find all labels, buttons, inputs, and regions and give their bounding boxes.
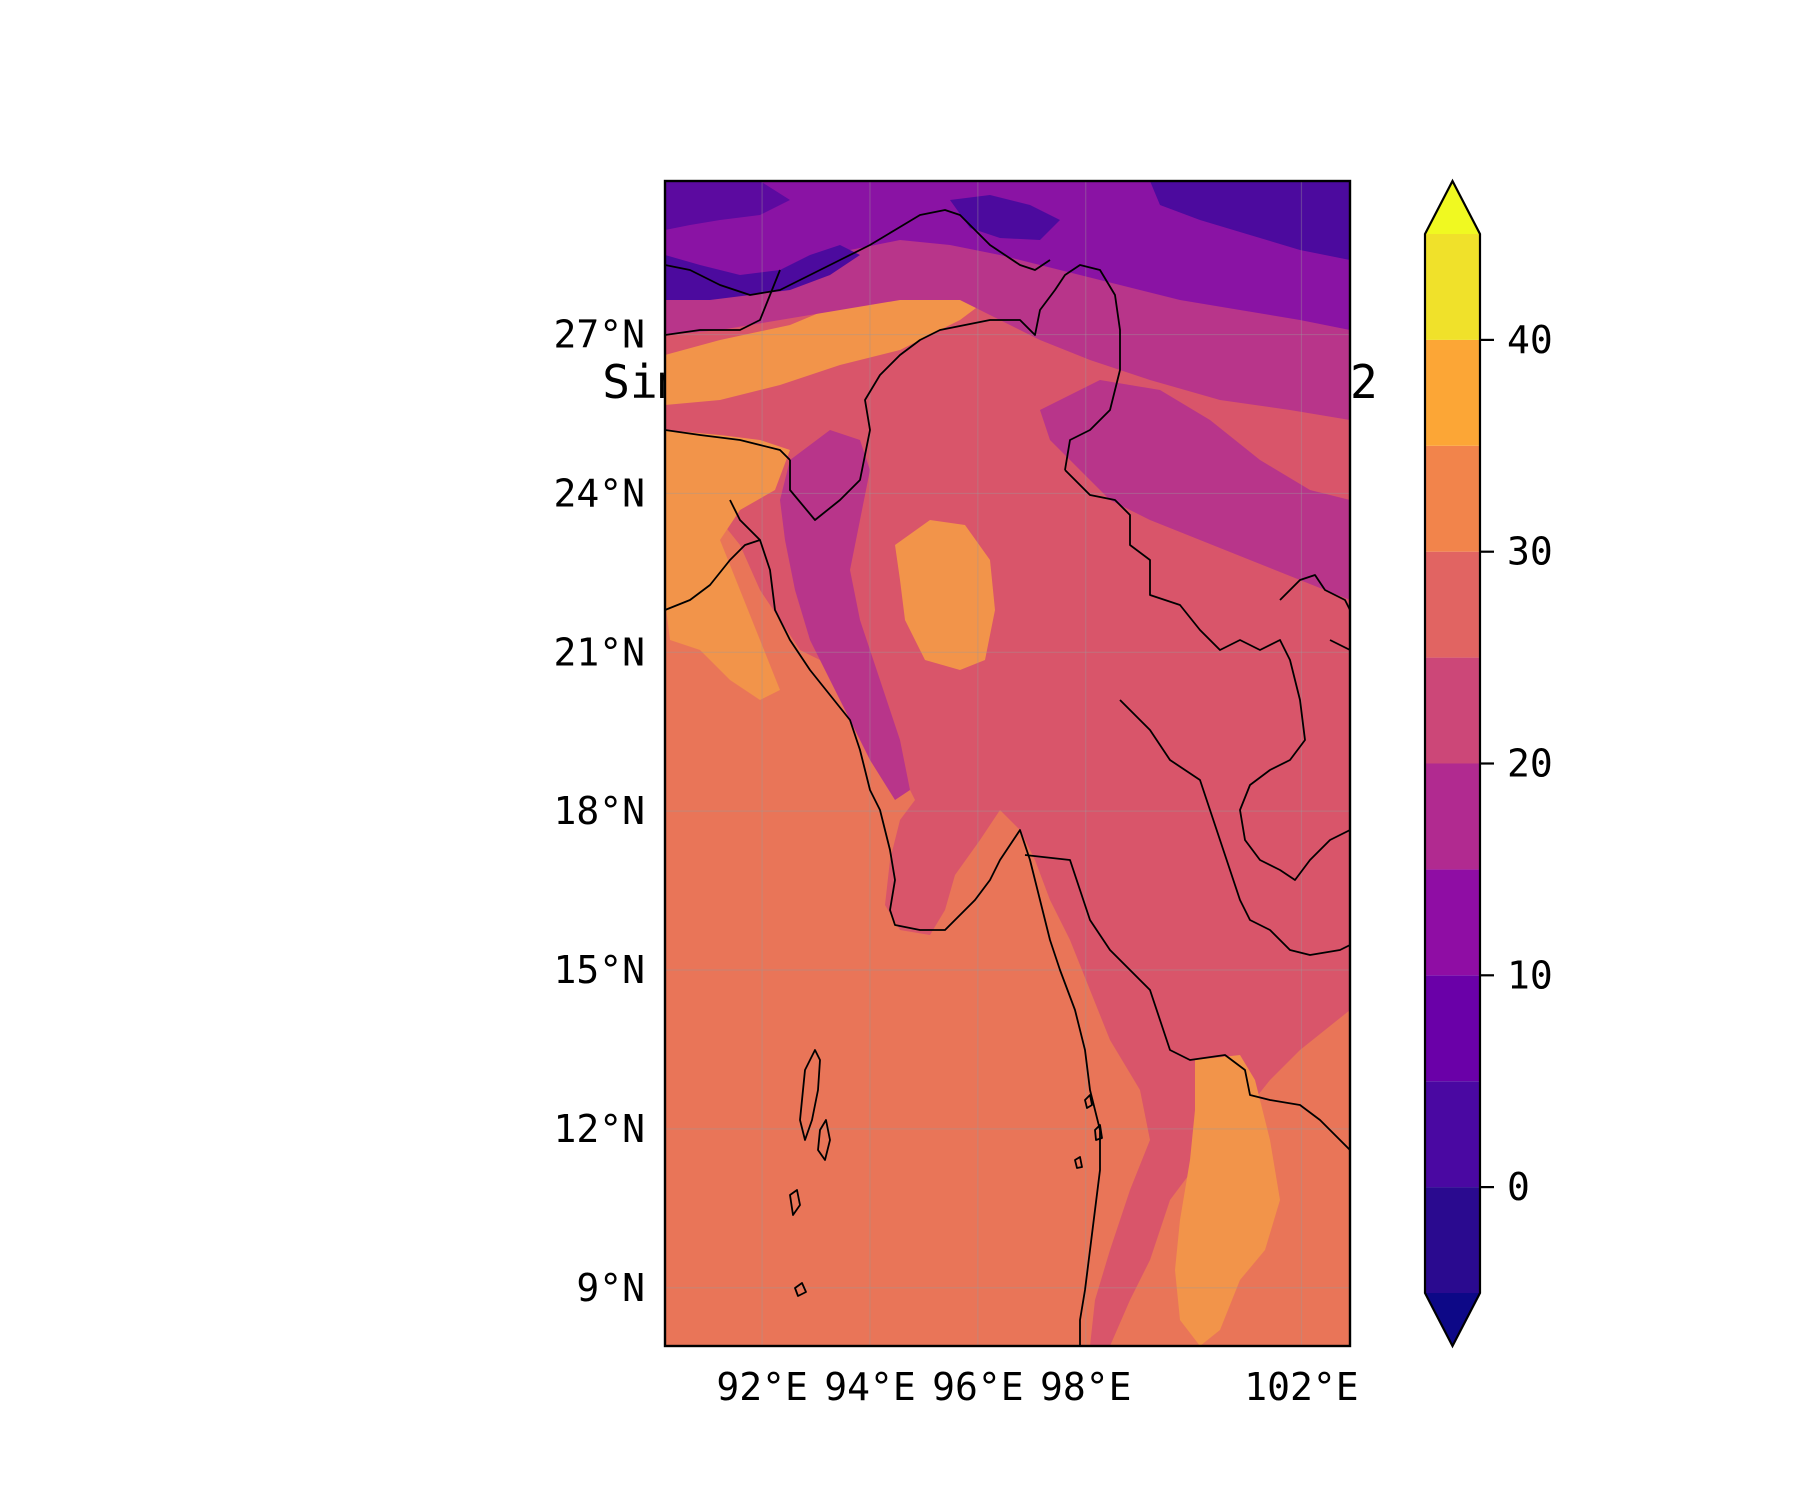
colorbar-segment — [1425, 551, 1480, 658]
thai-border — [1119, 699, 1350, 956]
lat-tick-label: 21°N — [553, 630, 645, 674]
lon-tick-label: 92°E — [716, 1365, 808, 1409]
lat-tick-label: 27°N — [553, 313, 645, 357]
lat-tick-label: 18°N — [553, 789, 645, 833]
myanmar-border-east — [1064, 469, 1350, 881]
china-border-north — [665, 209, 1051, 296]
gridlines — [665, 181, 1350, 1346]
cold-peaks-east — [950, 195, 1060, 240]
colorbar-segment — [1425, 234, 1480, 340]
lat-tick-label: 24°N — [553, 471, 645, 515]
colorbar-segment — [1425, 975, 1480, 1082]
coastlines-and-borders — [665, 209, 1350, 1346]
colorbar-segment — [1425, 763, 1480, 870]
temperature-field — [665, 181, 1350, 1346]
colorbar-segment — [1425, 869, 1480, 976]
colorbar-tick-label: 40 — [1507, 318, 1553, 362]
andaman-island-north — [799, 1049, 821, 1141]
lat-tick-label: 12°N — [553, 1107, 645, 1151]
colorbar-segment — [1425, 1187, 1480, 1293]
andaman-island-middle — [817, 1119, 831, 1161]
hot-zone-thailand — [1175, 1055, 1280, 1346]
hot-zone-bangladesh — [665, 430, 790, 700]
colorbar: 0 10 20 30 40 — [1423, 178, 1553, 1349]
nicobar-island — [794, 1282, 807, 1297]
mergui-islands — [1074, 1094, 1103, 1169]
laos-border — [1279, 574, 1350, 651]
myanmar-border-west — [789, 264, 1121, 521]
colorbar-outline — [1423, 178, 1482, 1349]
plot-frame — [663, 179, 1352, 1348]
colorbar-segment — [1425, 1081, 1480, 1188]
lat-tick-label: 9°N — [576, 1266, 645, 1310]
colorbar-tick-label: 10 — [1507, 953, 1553, 997]
lon-tick-label: 98°E — [1040, 1365, 1132, 1409]
cold-peaks-west — [665, 245, 860, 300]
colorbar-segment — [1425, 339, 1480, 446]
colorbar-extend-max — [1425, 181, 1480, 234]
tenasserim-border — [1024, 854, 1350, 1151]
colorbar-extend-min — [1425, 1293, 1480, 1346]
lon-tick-label: 102°E — [1244, 1365, 1358, 1409]
mountain-band-himalaya — [665, 181, 1350, 330]
cool-band-eastern-highlands — [1040, 380, 1350, 600]
myanmar-coast — [665, 539, 1101, 1346]
colorbar-segment — [1425, 657, 1480, 764]
cold-peaks-tibet — [1150, 181, 1350, 260]
colorbar-tick-label: 20 — [1507, 742, 1553, 786]
longitude-tick-labels: 92°E 94°E 96°E 98°E 102°E — [716, 1365, 1358, 1409]
colorbar-segment — [1425, 445, 1480, 552]
cold-peaks-northwest — [665, 181, 790, 230]
hot-zone-central — [895, 520, 995, 670]
lon-tick-label: 94°E — [824, 1365, 916, 1409]
andaman-island-south — [789, 1189, 801, 1216]
cool-band-western-hills — [780, 430, 910, 800]
colorbar-tick-label: 30 — [1507, 530, 1553, 574]
latitude-tick-labels: 27°N 24°N 21°N 18°N 15°N 12°N 9°N — [553, 313, 645, 1310]
colorbar-tick-label: 0 — [1507, 1165, 1530, 1209]
lat-tick-label: 15°N — [553, 948, 645, 992]
lon-tick-label: 96°E — [932, 1365, 1024, 1409]
